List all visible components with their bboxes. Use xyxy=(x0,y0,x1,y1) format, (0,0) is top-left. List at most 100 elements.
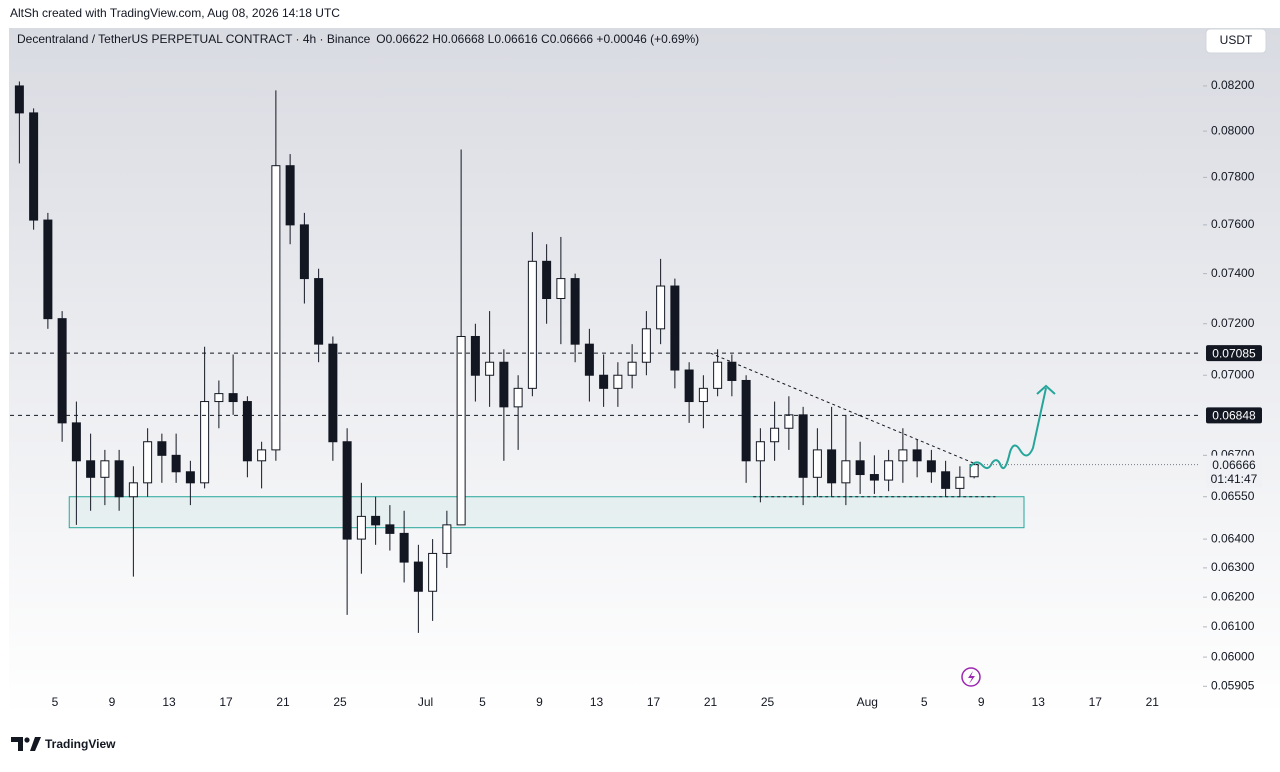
x-tick-label: 17 xyxy=(1089,695,1103,709)
ohlc: O0.06622 H0.06668 L0.06616 C0.06666 +0.0… xyxy=(376,32,699,46)
candle-body xyxy=(570,278,580,345)
candle-body xyxy=(257,449,267,462)
candle-body xyxy=(14,85,24,114)
candle-body xyxy=(841,460,851,484)
projection-arrow xyxy=(969,387,1047,470)
currency[interactable]: USDT xyxy=(1220,33,1253,47)
countdown: 01:41:47 xyxy=(1211,472,1258,486)
x-tick-label: 9 xyxy=(978,695,985,709)
candle-body xyxy=(727,361,737,381)
x-tick-label: 5 xyxy=(479,695,486,709)
candle-body xyxy=(171,454,181,473)
price-badge xyxy=(1206,407,1262,424)
candle-body xyxy=(641,328,651,363)
candle-body xyxy=(128,482,138,498)
x-tick-label: 5 xyxy=(921,695,928,709)
candle-body xyxy=(784,414,794,429)
x-tick-label: 25 xyxy=(333,695,347,709)
x-tick-label: 21 xyxy=(1146,695,1160,709)
y-tick-label: 0.06100 xyxy=(1211,619,1255,633)
candle-body xyxy=(898,449,908,462)
candle-body xyxy=(470,335,480,376)
candle-body xyxy=(214,393,224,403)
y-tick-label: 0.05905 xyxy=(1211,678,1255,692)
x-tick-label: 13 xyxy=(590,695,604,709)
candle-body xyxy=(242,401,252,462)
y-tick-label: 0.06300 xyxy=(1211,560,1255,574)
plot xyxy=(14,81,1025,633)
price-badge-label: 0.07085 xyxy=(1212,346,1256,360)
y-tick-label: 0.08000 xyxy=(1211,123,1255,137)
y-tick-label: 0.07400 xyxy=(1211,266,1255,280)
event-bolt xyxy=(968,671,975,684)
trendline xyxy=(710,352,982,467)
y-tick-label: 0.06200 xyxy=(1211,589,1255,603)
x-tick-label: 17 xyxy=(647,695,661,709)
candle-body xyxy=(485,361,495,376)
candle-body xyxy=(556,278,566,300)
candle-body xyxy=(798,414,808,478)
candle-body xyxy=(770,427,780,443)
candle-body xyxy=(413,561,423,592)
event-icon[interactable] xyxy=(961,667,981,687)
y-tick-label: 0.07600 xyxy=(1211,217,1255,231)
x-tick-label: 17 xyxy=(219,695,233,709)
candle-body xyxy=(499,361,509,408)
candle-body xyxy=(314,278,324,345)
x-tick-label: 25 xyxy=(761,695,775,709)
candle-body xyxy=(428,552,438,592)
x-tick-label: Aug xyxy=(857,695,878,709)
x-tick-label: 13 xyxy=(1032,695,1046,709)
x-tick-label: Jul xyxy=(418,695,433,709)
last-price-badge xyxy=(1206,455,1262,488)
brand-logo xyxy=(11,737,41,751)
y-tick-label: 0.06400 xyxy=(1211,531,1255,545)
candle-body xyxy=(969,464,979,478)
candle-body xyxy=(385,524,395,534)
candle-body xyxy=(812,449,822,478)
candle-body xyxy=(926,460,936,473)
candle-body xyxy=(741,379,751,462)
y-tick-label: 0.07000 xyxy=(1211,367,1255,381)
candle-body xyxy=(371,515,381,526)
candle-body xyxy=(399,532,409,563)
candle-body xyxy=(157,441,167,456)
candle-body xyxy=(755,441,765,462)
candle-body xyxy=(456,335,466,526)
y-tick-label: 0.06000 xyxy=(1211,649,1255,663)
y-tick-label: 0.08200 xyxy=(1211,78,1255,92)
x-tick-label: 9 xyxy=(536,695,543,709)
candle-body xyxy=(356,515,366,540)
watermark: AltSh created with TradingView.com, Aug … xyxy=(10,6,340,20)
candle-body xyxy=(285,165,295,226)
x-tick-label: 5 xyxy=(52,695,59,709)
candle-body xyxy=(513,387,523,408)
candle-body xyxy=(342,441,352,540)
x-tick-label: 21 xyxy=(704,695,718,709)
candle-body xyxy=(627,361,637,376)
candle-body xyxy=(100,460,110,478)
chart-title: Decentraland / TetherUS PERPETUAL CONTRA… xyxy=(17,32,699,46)
candle-body xyxy=(955,476,965,489)
candle-body xyxy=(656,285,666,330)
candle-body xyxy=(670,285,680,371)
price-badge xyxy=(1206,345,1262,362)
candle-body xyxy=(698,387,708,403)
support-zone xyxy=(68,496,1025,529)
candle-body xyxy=(855,460,865,476)
symbol-title: Decentraland / TetherUS PERPETUAL CONTRA… xyxy=(17,32,371,46)
candle-body xyxy=(328,343,338,443)
candle-body xyxy=(271,165,281,451)
candle-body xyxy=(114,460,124,498)
candle-body xyxy=(57,318,67,424)
candle-body xyxy=(200,401,210,484)
brand: TradingView xyxy=(45,737,116,751)
last-price-label: 0.06666 xyxy=(1212,458,1256,472)
candle-body xyxy=(869,474,879,481)
y-tick-label: 0.06550 xyxy=(1211,489,1255,503)
currency-button[interactable] xyxy=(1205,28,1267,54)
candle-body xyxy=(684,369,694,403)
candle-body xyxy=(185,471,195,484)
candle-body xyxy=(527,260,537,389)
candle-body xyxy=(228,393,238,403)
